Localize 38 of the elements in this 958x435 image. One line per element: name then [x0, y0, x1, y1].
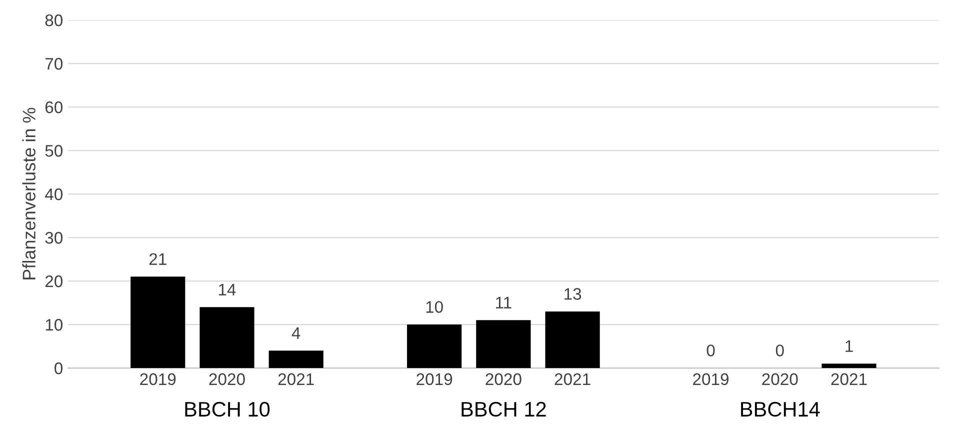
x-tick-label: 2019: [693, 373, 729, 386]
data-label: 1: [846, 340, 853, 352]
y-tick-label: 50: [45, 144, 63, 157]
y-tick-label: 70: [45, 58, 63, 70]
y-tick-label: 0: [54, 362, 63, 374]
x-tick-label: 2020: [762, 373, 798, 386]
x-tick-label: 2020: [486, 373, 522, 386]
x-tick-label: 2021: [831, 373, 867, 386]
x-tick-label: 2019: [416, 373, 452, 386]
bar: [476, 320, 531, 368]
data-label: 4: [292, 327, 300, 339]
text: BBCH 10: [185, 402, 270, 417]
y-tick-label: 60: [45, 101, 63, 114]
x-tick-label: 2021: [278, 373, 314, 386]
data-label: 11: [496, 296, 512, 308]
data-label: 10: [426, 301, 443, 313]
text: BBCH 12: [462, 402, 546, 417]
data-label: 14: [218, 284, 236, 296]
bar: [822, 364, 876, 368]
data-label: 0: [776, 344, 784, 356]
y-tick-label: 10: [46, 318, 63, 331]
bar: [200, 307, 254, 368]
text: BBCH14: [741, 402, 820, 417]
y-tick-label: 30: [45, 232, 63, 244]
y-tick-label: 80: [45, 14, 63, 26]
y-tick-label: 20: [45, 275, 63, 288]
data-label: 0: [706, 344, 715, 356]
x-tick-label: 2020: [209, 373, 245, 386]
x-tick-label: 2021: [554, 373, 590, 386]
bar: [130, 276, 186, 368]
data-label: 13: [564, 288, 582, 300]
data-label: 21: [149, 253, 166, 265]
x-tick-label: 2019: [140, 373, 176, 386]
y-axis-title: Pflanzenverluste in %: [22, 108, 36, 280]
bar: [268, 350, 324, 368]
bar: [407, 324, 462, 368]
bar: [545, 311, 600, 368]
y-tick-label: 40: [45, 188, 63, 200]
